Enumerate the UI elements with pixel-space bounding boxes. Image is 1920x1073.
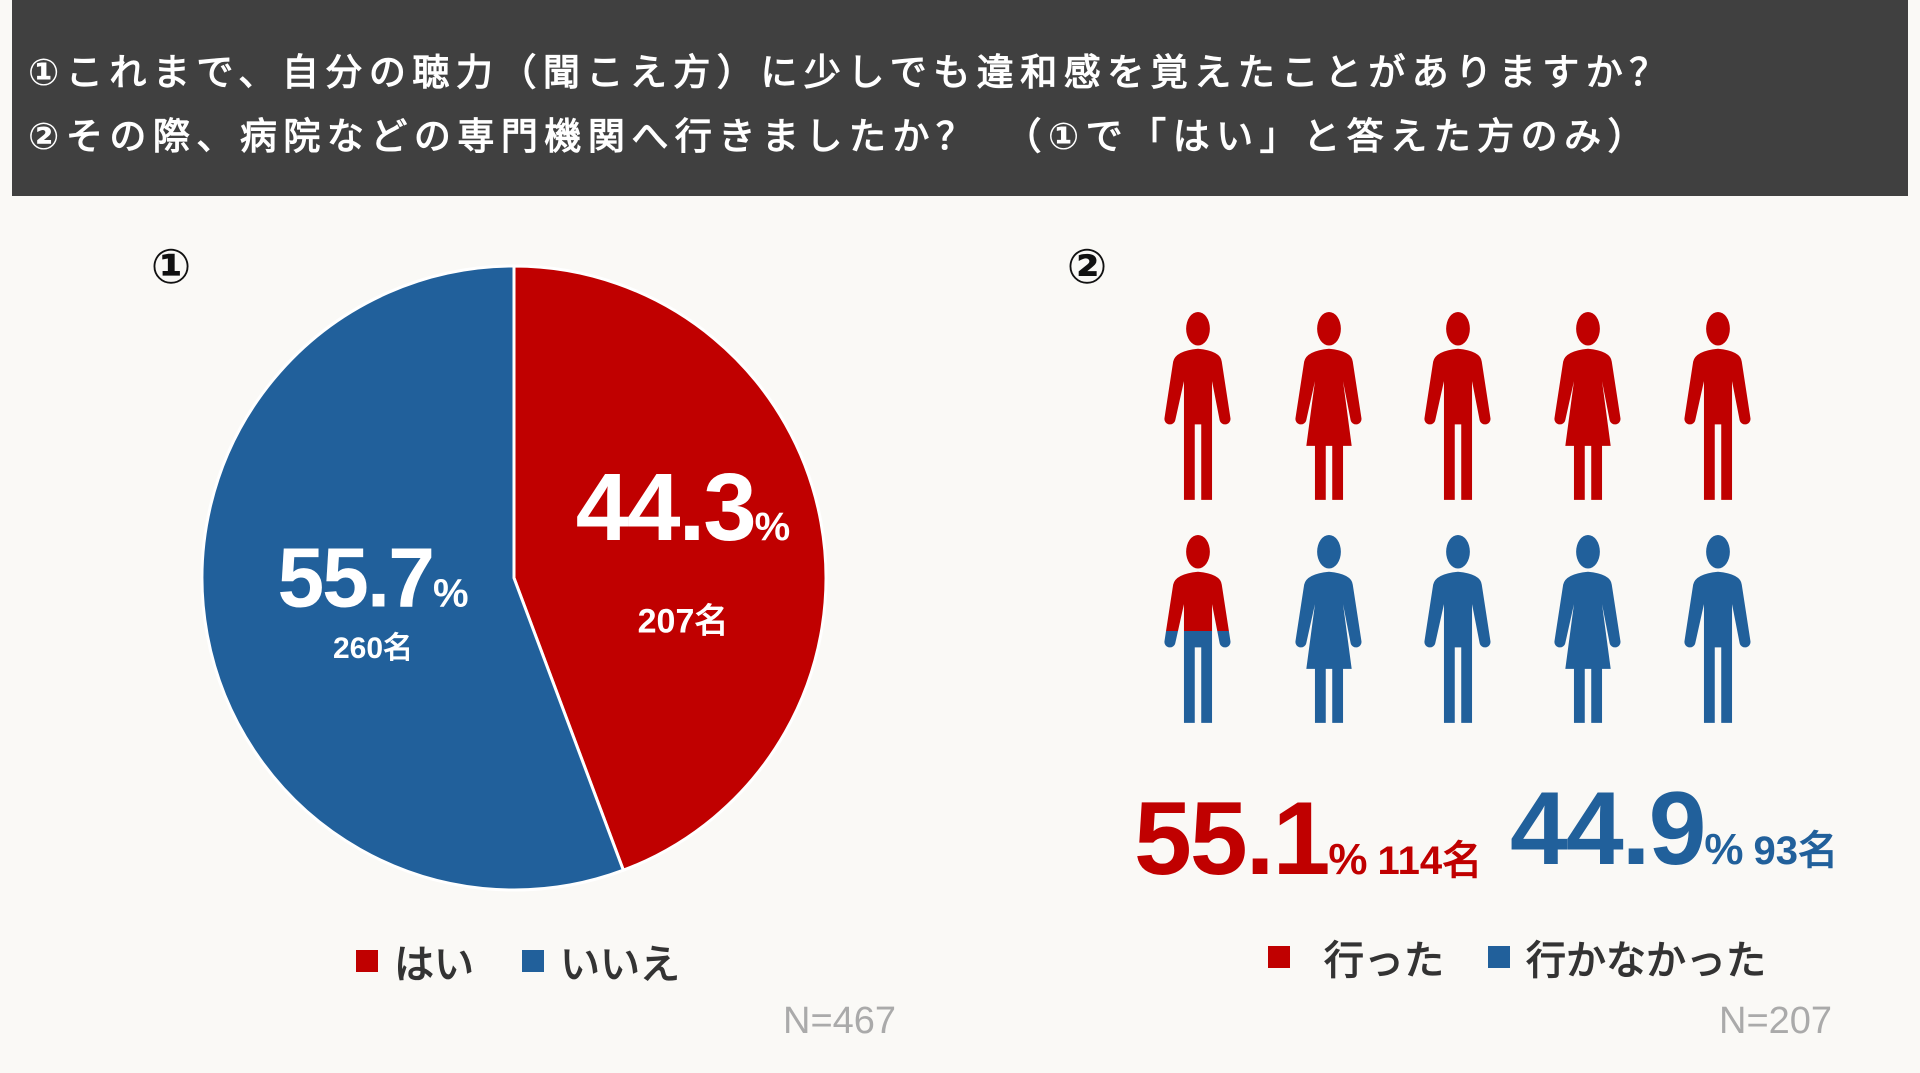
person-icon-shape xyxy=(1554,535,1621,723)
legend-label-yes: はい xyxy=(394,942,474,988)
man-person-icon xyxy=(1424,535,1491,723)
man-person-icon xyxy=(1424,312,1491,500)
n-label-1: N=467 xyxy=(783,1000,897,1042)
person-icon-shape xyxy=(1684,535,1751,723)
pie-label-no: 55.7% xyxy=(277,530,469,625)
chart-1-marker: ① xyxy=(150,239,192,295)
pie-count-yes: 207名 xyxy=(637,602,729,641)
pie-count-no: 260名 xyxy=(332,632,414,665)
man-person-icon xyxy=(1164,312,1231,500)
person-icon-shape xyxy=(1295,535,1362,723)
man-person-icon xyxy=(1684,535,1751,723)
woman-person-icon xyxy=(1295,535,1362,723)
pie-legend: はい いいえ xyxy=(356,932,680,990)
woman-person-icon xyxy=(1554,535,1621,723)
legend-swatch-no xyxy=(522,950,544,972)
man-person-icon xyxy=(1684,312,1751,500)
legend-swatch-yes xyxy=(356,950,378,972)
person-icon-shape xyxy=(1424,535,1491,723)
picto-legend: 行った 行かなかった xyxy=(1268,928,1766,986)
legend-label-not-went: 行かなかった xyxy=(1526,938,1766,984)
pie-label-yes: 44.3% xyxy=(575,454,791,561)
person-icon-shape xyxy=(1164,312,1231,500)
n-label-2: N=207 xyxy=(1719,1000,1833,1042)
result-not-went: 44.9% 93名 xyxy=(1510,771,1839,887)
question-1: ①これまで、自分の聴力（聞こえ方）に少しでも違和感を覚えたことがありますか？ xyxy=(28,51,1673,94)
woman-person-icon xyxy=(1295,312,1362,500)
pie-slice-yes xyxy=(512,264,828,873)
person-icon-shape xyxy=(1295,312,1362,500)
legend-swatch-not-went xyxy=(1488,946,1510,968)
pie-slice-no xyxy=(200,264,626,892)
legend-label-no: いいえ xyxy=(560,942,680,988)
person-icon-shape xyxy=(1684,312,1751,500)
person-icon-shape xyxy=(1424,312,1491,500)
man-person-icon xyxy=(1164,535,1231,723)
chart-2-marker: ② xyxy=(1066,239,1108,295)
result-went: 55.1% 114名 xyxy=(1134,781,1483,897)
person-icon-shape xyxy=(1164,535,1231,723)
question-2: ②その際、病院などの専門機関へ行きましたか？ （①で「はい」と答えた方のみ） xyxy=(28,115,1652,158)
legend-swatch-went xyxy=(1268,946,1290,968)
title-banner: ①これまで、自分の聴力（聞こえ方）に少しでも違和感を覚えたことがありますか？ ②… xyxy=(12,0,1908,196)
person-icon-shape xyxy=(1554,312,1621,500)
woman-person-icon xyxy=(1554,312,1621,500)
legend-label-went: 行った xyxy=(1324,938,1444,984)
